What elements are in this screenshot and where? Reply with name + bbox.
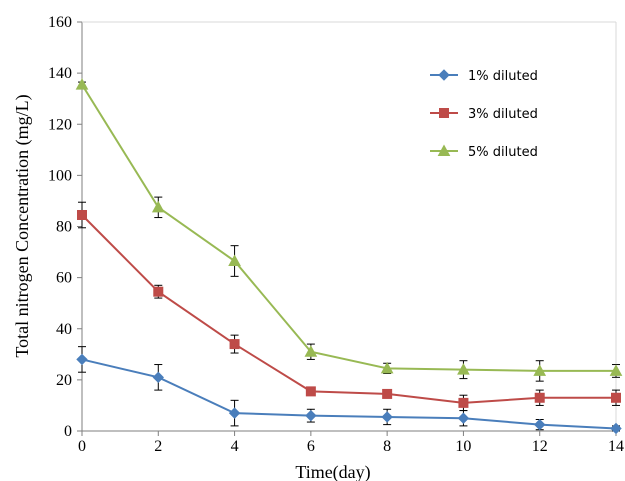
data-point-diamond xyxy=(228,407,241,419)
data-point-square xyxy=(153,286,164,297)
data-point-diamond xyxy=(381,411,393,423)
x-tick-label: 8 xyxy=(383,438,391,455)
legend-item: 1% diluted xyxy=(430,69,538,84)
series-line xyxy=(81,214,616,404)
x-tick-label: 14 xyxy=(608,438,624,455)
series-line xyxy=(81,84,616,372)
y-tick-label: 100 xyxy=(48,167,72,184)
x-tick-label: 12 xyxy=(532,438,548,455)
data-point-square xyxy=(611,392,621,403)
data-point-square xyxy=(305,386,316,397)
data-point-square xyxy=(439,108,449,118)
legend-label: 1% diluted xyxy=(468,69,538,84)
x-axis-title: Time(day) xyxy=(295,462,370,481)
y-tick-label: 0 xyxy=(64,423,72,440)
data-point-triangle xyxy=(457,363,470,375)
legend-item: 3% diluted xyxy=(430,107,538,122)
x-tick-label: 10 xyxy=(455,438,471,455)
x-tick-label: 0 xyxy=(78,438,86,455)
series-layer xyxy=(75,78,623,435)
x-tick-label: 6 xyxy=(307,438,315,455)
data-point-diamond xyxy=(610,422,622,435)
data-point-triangle xyxy=(437,144,451,156)
data-point-square xyxy=(77,209,87,220)
axis-ticks xyxy=(77,21,617,436)
y-tick-label: 60 xyxy=(56,270,72,287)
data-point-square xyxy=(229,339,240,350)
legend-label: 5% diluted xyxy=(468,145,538,160)
series-5-diluted xyxy=(75,78,623,382)
data-point-triangle xyxy=(533,364,547,376)
data-point-diamond xyxy=(305,409,317,422)
x-tick-label: 4 xyxy=(231,438,239,455)
legend-label: 3% diluted xyxy=(468,107,538,122)
y-tick-label: 40 xyxy=(56,321,72,338)
series-1-diluted xyxy=(76,346,622,435)
y-tick-label: 20 xyxy=(56,372,72,389)
data-point-triangle xyxy=(609,364,623,376)
data-point-diamond xyxy=(534,418,546,431)
y-tick-label: 160 xyxy=(48,14,72,31)
y-tick-label: 120 xyxy=(48,116,72,133)
data-point-square xyxy=(458,397,469,408)
data-point-triangle xyxy=(304,345,318,357)
x-tick-label: 2 xyxy=(154,438,162,455)
data-point-square xyxy=(534,392,545,403)
y-axis-title: Total nitrogen Concentration (mg/L) xyxy=(12,94,33,357)
data-point-diamond xyxy=(76,353,88,366)
data-point-diamond xyxy=(152,371,164,384)
data-point-triangle xyxy=(151,200,165,213)
y-tick-label: 140 xyxy=(48,65,72,82)
data-point-diamond xyxy=(457,412,470,424)
data-point-triangle xyxy=(228,254,241,267)
series-line xyxy=(81,358,617,430)
data-point-diamond xyxy=(438,69,450,81)
legend: 1% diluted 3% diluted 5% diluted xyxy=(430,69,538,160)
data-point-square xyxy=(382,388,393,399)
series-3-diluted xyxy=(77,201,621,412)
y-tick-label: 80 xyxy=(56,219,72,236)
data-point-triangle xyxy=(380,361,394,374)
legend-item: 5% diluted xyxy=(430,144,538,160)
tick-labels: 0 20 40 60 80 100 120 140 160 0 2 4 6 8 10 12 14 xyxy=(48,14,624,455)
data-point-triangle xyxy=(75,78,89,90)
